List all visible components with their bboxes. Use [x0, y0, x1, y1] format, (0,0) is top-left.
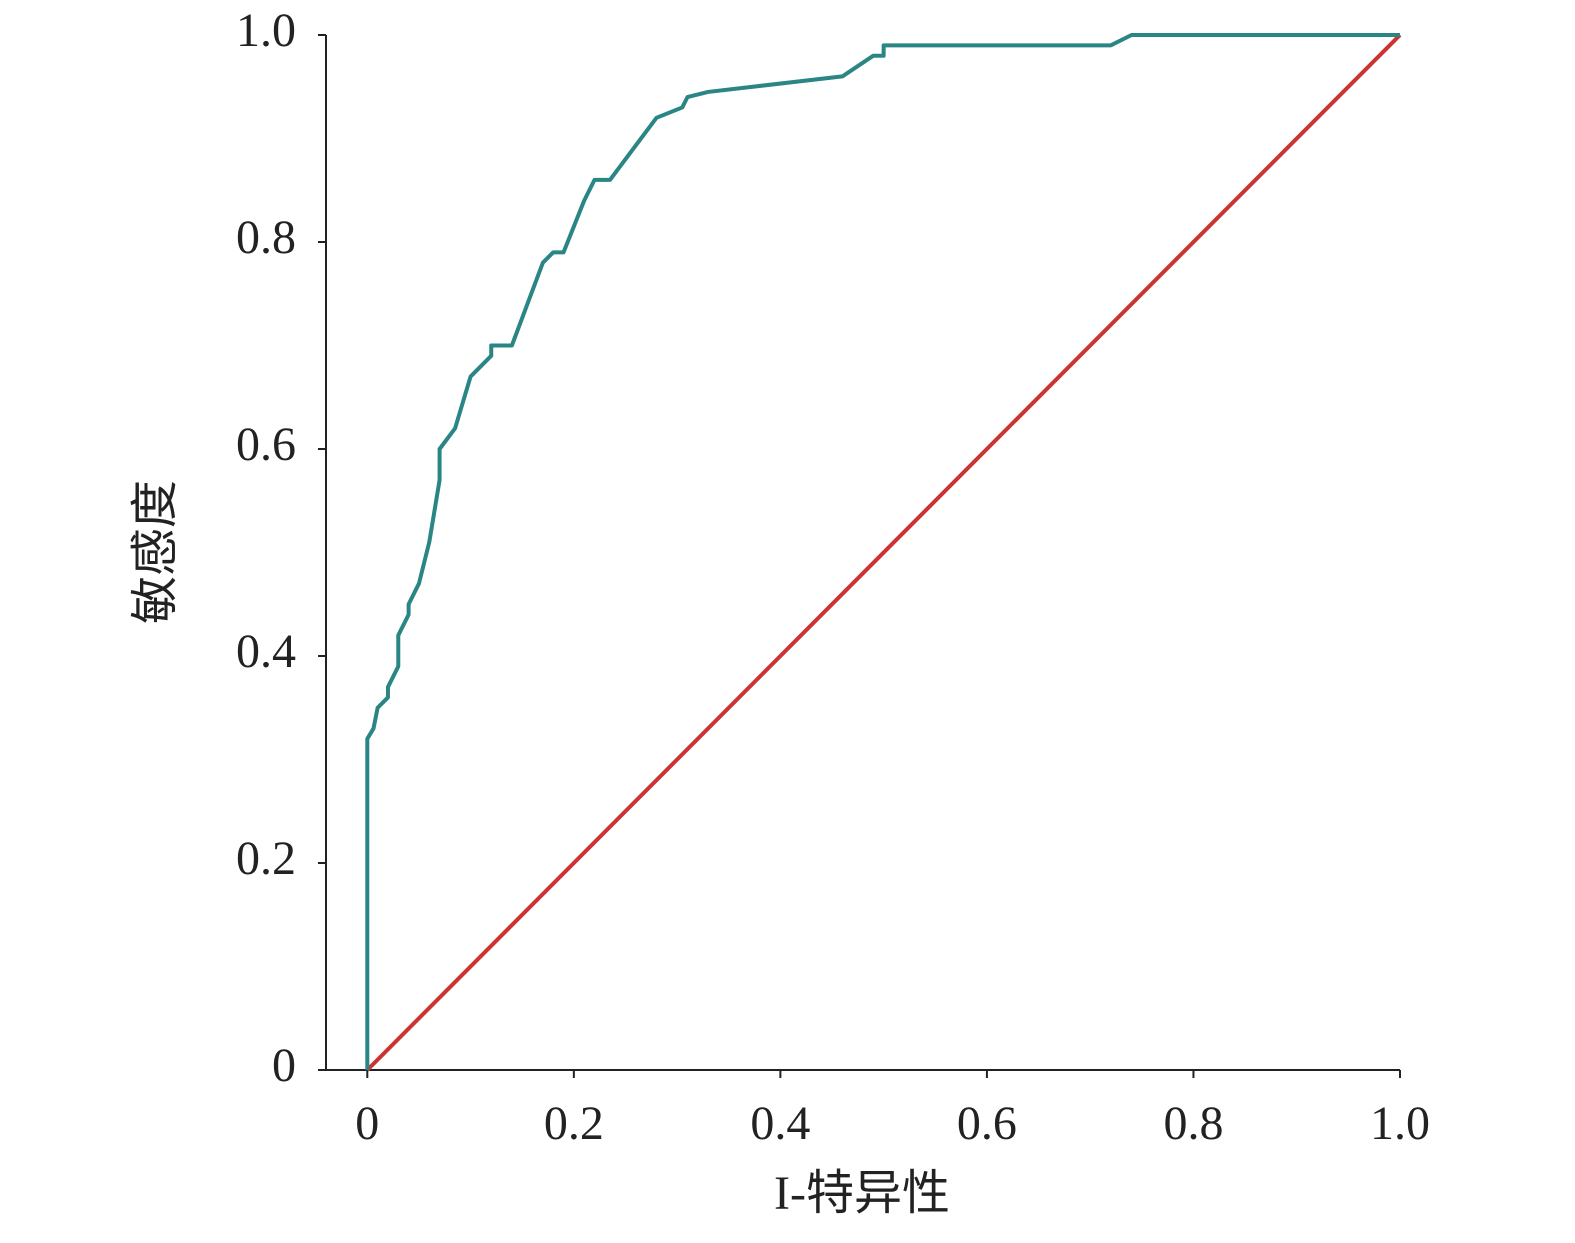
roc-line [365, 33, 1402, 1072]
x-axis-label: I-特异性 [774, 1167, 950, 1220]
y-tick-label: 0.4 [236, 625, 296, 678]
y-tick-label: 0.2 [236, 832, 296, 885]
x-tick-label: 0.8 [1163, 1097, 1223, 1150]
y-tick-label: 0.8 [236, 211, 296, 264]
roc-line [365, 33, 1400, 1070]
y-tick-label: 1.0 [236, 4, 296, 57]
x-tick-label: 0.2 [544, 1097, 604, 1150]
y-tick-label: 0 [272, 1039, 296, 1092]
y-axis-label: 敏感度 [129, 480, 182, 624]
y-tick-label: 0.6 [236, 418, 296, 471]
x-tick-label: 0 [355, 1097, 379, 1150]
x-tick-label: 1.0 [1370, 1097, 1430, 1150]
x-tick-label: 0.6 [957, 1097, 1017, 1150]
x-tick-label: 0.4 [750, 1097, 810, 1150]
